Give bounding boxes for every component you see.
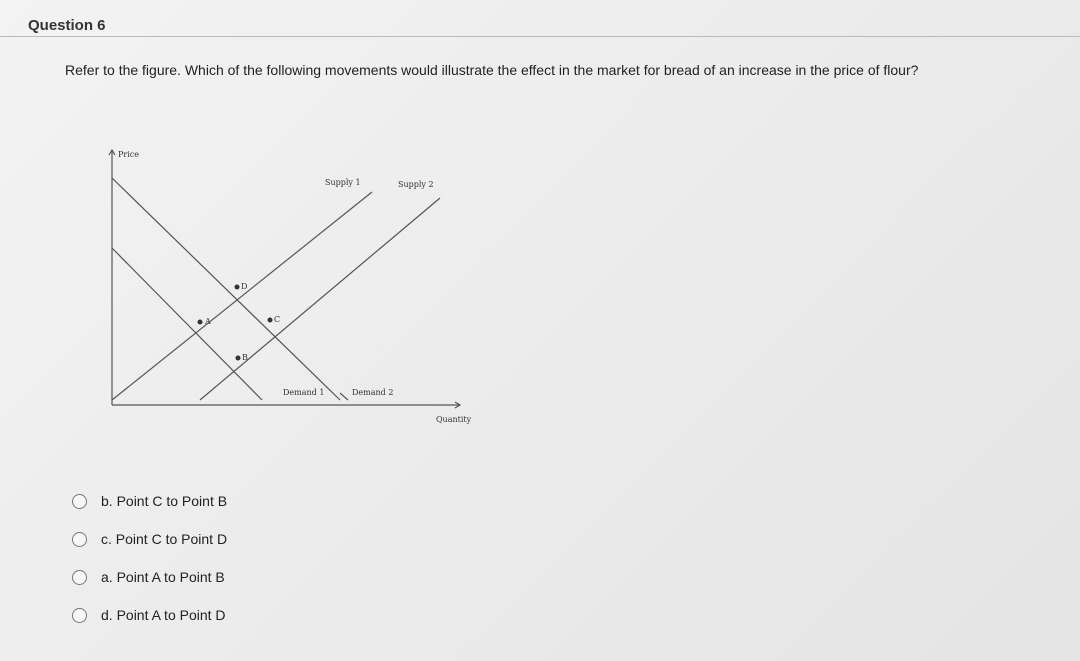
point-a-label: A <box>204 317 211 326</box>
answer-option[interactable]: b. Point C to Point B <box>72 493 227 509</box>
option-label[interactable]: d. Point A to Point D <box>101 607 226 623</box>
supply-1-curve <box>111 191 373 401</box>
question-text: Refer to the figure. Which of the follow… <box>65 62 919 78</box>
point-b <box>235 355 241 361</box>
answer-option[interactable]: a. Point A to Point B <box>72 569 225 585</box>
point-d-label: D <box>241 282 247 291</box>
radio-button[interactable] <box>72 607 87 623</box>
point-d <box>234 284 240 290</box>
point-c <box>267 317 273 323</box>
divider <box>0 36 1080 37</box>
supply-2-label: Supply 2 <box>398 180 434 189</box>
supply-1-label: Supply 1 <box>325 178 361 187</box>
demand-2-label: Demand 2 <box>352 388 393 397</box>
point-a <box>197 319 203 325</box>
x-arrow <box>454 401 462 409</box>
point-b-label: B <box>242 353 248 362</box>
option-label[interactable]: a. Point A to Point B <box>101 569 225 585</box>
option-label[interactable]: c. Point C to Point D <box>101 531 228 547</box>
demand-1-label: Demand 1 <box>283 388 324 397</box>
point-c-label: C <box>274 315 280 324</box>
radio-button[interactable] <box>72 531 87 547</box>
question-title: Question 6 <box>28 17 106 34</box>
demand-2-curve <box>111 247 263 401</box>
x-axis-label: Quantity <box>436 415 472 424</box>
demand-1-curve <box>111 177 341 401</box>
answer-option[interactable]: c. Point C to Point D <box>72 531 227 547</box>
option-label[interactable]: b. Point C to Point B <box>101 493 228 509</box>
radio-button[interactable] <box>72 569 87 585</box>
demand-2-tick <box>339 392 349 401</box>
answer-option[interactable]: d. Point A to Point D <box>72 607 226 623</box>
y-arrow <box>108 148 116 156</box>
y-axis-label: Price <box>118 150 139 159</box>
radio-button[interactable] <box>72 493 87 509</box>
supply-2-curve <box>199 197 441 401</box>
